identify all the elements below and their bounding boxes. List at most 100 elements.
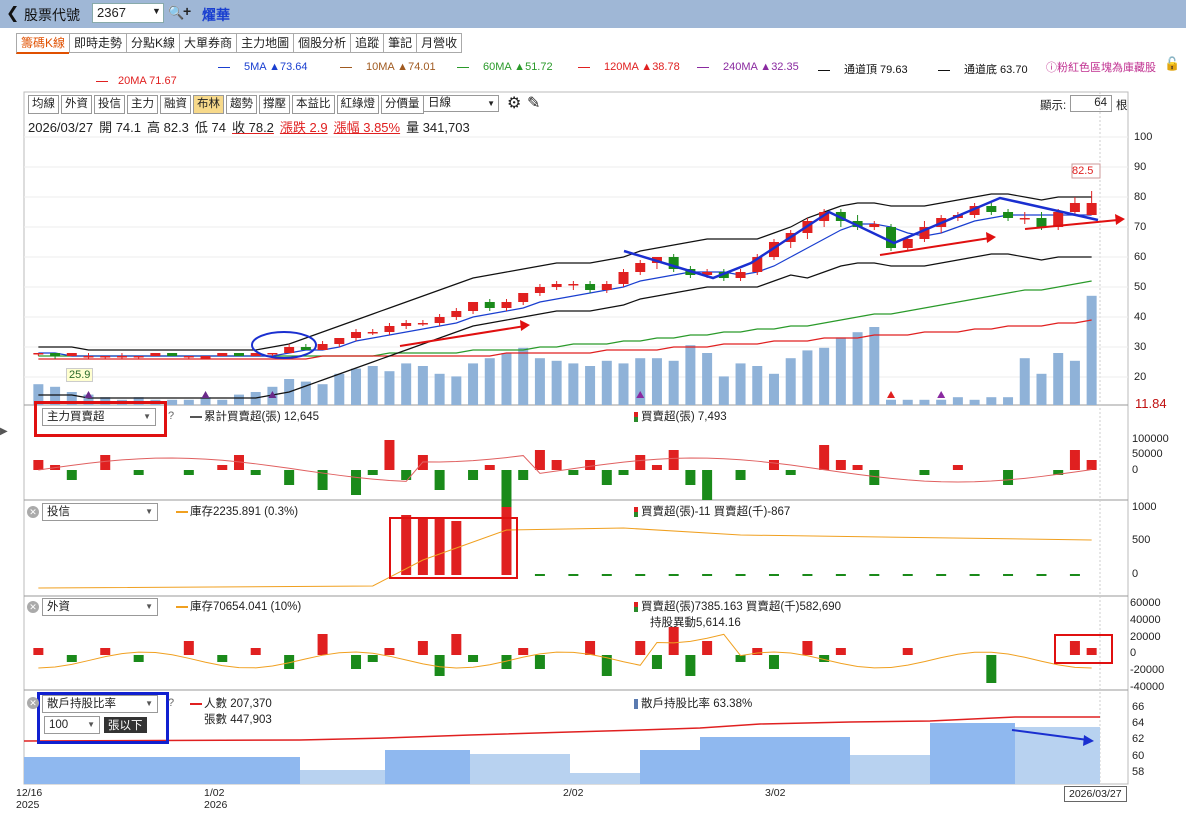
- tab-big-orders[interactable]: 大單券商: [179, 33, 237, 53]
- stock-code-input[interactable]: 2367: [92, 3, 164, 23]
- panel2-select[interactable]: 投信 ▼: [42, 503, 158, 521]
- toolbar-foreign[interactable]: 外資: [61, 95, 92, 114]
- date-label: 1/02 2026: [204, 787, 228, 811]
- net-bar: [568, 470, 579, 475]
- toolbar-main[interactable]: 主力: [127, 95, 158, 114]
- candle-body: [518, 293, 529, 302]
- add-icon[interactable]: +: [183, 3, 192, 19]
- tab-monthly-revenue[interactable]: 月營收: [416, 33, 463, 53]
- tab-main-map[interactable]: 主力地圖: [236, 33, 294, 53]
- ma-legend-60: 60MA ▲51.72: [457, 61, 553, 73]
- candle-body: [651, 257, 662, 263]
- toolbar-trend[interactable]: 趨勢: [226, 95, 257, 114]
- volume-bar: [468, 363, 479, 405]
- toolbar-support[interactable]: 撐壓: [259, 95, 290, 114]
- lock-icon[interactable]: 🔓: [1164, 56, 1181, 71]
- candle-body: [367, 332, 378, 334]
- help-icon[interactable]: ?: [168, 697, 175, 709]
- volume-bar: [217, 399, 228, 405]
- foreign-bar: [986, 655, 997, 683]
- expand-icon[interactable]: ▶: [0, 426, 8, 437]
- candle-body: [233, 353, 244, 356]
- display-label: 顯示:: [1040, 100, 1067, 112]
- help-icon[interactable]: ?: [168, 410, 175, 422]
- ma-legend-channel-bottom: 通道底 63.70: [938, 61, 1028, 77]
- toolbar-ma[interactable]: 均線: [28, 95, 59, 114]
- candle-body: [66, 353, 77, 356]
- candle-body: [401, 323, 412, 326]
- foreign-bar: [384, 648, 395, 655]
- chevron-down-icon[interactable]: ▼: [152, 6, 161, 16]
- date-label: 2/02: [563, 787, 584, 799]
- pen-icon[interactable]: ✎: [527, 95, 541, 112]
- volume-bar: [317, 384, 328, 405]
- panel2-axis-tick: 0: [1132, 568, 1139, 580]
- marker-triangle: [84, 391, 93, 398]
- volume-bar: [735, 363, 746, 405]
- trust-bar-small: [969, 574, 980, 576]
- search-icon[interactable]: 🔍: [168, 5, 185, 20]
- volume-bar: [835, 337, 846, 405]
- toolbar-margin[interactable]: 融資: [160, 95, 191, 114]
- display-count-input[interactable]: 64: [1070, 95, 1112, 112]
- toolbar-trust[interactable]: 投信: [94, 95, 125, 114]
- trust-inventory-line: [38, 527, 1092, 589]
- info-pct: 漲幅 3.85%: [333, 120, 401, 135]
- net-bar: [618, 470, 629, 475]
- red-highlight-box: [34, 401, 167, 437]
- toolbar-bollinger[interactable]: 布林: [193, 95, 224, 114]
- net-bar: [183, 470, 194, 475]
- close-icon[interactable]: ✕: [27, 506, 39, 518]
- gear-icon[interactable]: ⚙: [507, 95, 522, 112]
- info-volume: 量 341,703: [406, 120, 470, 135]
- candle-body: [835, 212, 846, 221]
- panel1-select[interactable]: 主力買賣超 ▼: [42, 408, 156, 426]
- foreign-bar: [468, 655, 479, 662]
- threshold-select[interactable]: 100 ▼: [44, 716, 100, 734]
- candle-body: [668, 257, 679, 269]
- volume-bar: [1069, 360, 1080, 405]
- trust-bar-small: [735, 574, 746, 576]
- candle-body: [217, 353, 228, 356]
- toolbar-pe[interactable]: 本益比: [292, 95, 335, 114]
- toolbar-traffic-light[interactable]: 紅綠燈: [336, 95, 379, 114]
- trust-bar-small: [668, 574, 679, 576]
- close-icon[interactable]: ✕: [27, 601, 39, 613]
- panel4-shares: 張數 447,903: [204, 714, 272, 726]
- chevron-left-icon[interactable]: ❮: [6, 5, 20, 22]
- panel4-people: 人數 207,370: [190, 695, 272, 711]
- trust-bar-small: [1069, 574, 1080, 576]
- candle-body: [83, 356, 94, 358]
- volume-bar: [768, 373, 779, 405]
- period-select[interactable]: 日線 ▼: [423, 95, 499, 112]
- tab-notes[interactable]: 筆記: [383, 33, 417, 53]
- tab-branch-kline[interactable]: 分點K線: [126, 33, 180, 53]
- price-low-label: 25.9: [66, 368, 94, 382]
- panel1-cum: 累計買賣超(張) 12,645: [190, 408, 319, 424]
- info-low: 低 74: [194, 120, 226, 135]
- volume-bar: [1003, 397, 1014, 405]
- panel3-select[interactable]: 外資 ▼: [42, 598, 158, 616]
- panel4-select[interactable]: 散戶持股比率 ▼: [42, 695, 158, 713]
- tab-stock-analysis[interactable]: 個股分析: [293, 33, 351, 53]
- candle-body: [752, 257, 763, 272]
- retail-ratio-area: [470, 754, 570, 784]
- candle-body: [484, 302, 495, 308]
- price-axis-tick: 60: [1134, 251, 1147, 263]
- net-bar: [585, 460, 596, 470]
- net-bar: [635, 455, 646, 470]
- foreign-bar: [100, 648, 111, 655]
- panel1-axis-tick: 0: [1132, 464, 1139, 476]
- foreign-bar: [752, 648, 763, 655]
- candle-body: [1053, 212, 1064, 227]
- candle-body: [317, 344, 328, 350]
- tab-chip-kline[interactable]: 籌碼K線: [16, 33, 70, 54]
- date-label: 12/16 2025: [16, 787, 43, 811]
- close-icon[interactable]: ✕: [27, 697, 39, 709]
- tab-realtime[interactable]: 即時走勢: [69, 33, 127, 53]
- tab-track[interactable]: 追蹤: [350, 33, 384, 53]
- retail-ratio-area: [850, 755, 930, 784]
- candle-body: [969, 206, 980, 215]
- net-bar: [484, 465, 495, 470]
- toolbar-price-volume[interactable]: 分價量: [381, 95, 424, 114]
